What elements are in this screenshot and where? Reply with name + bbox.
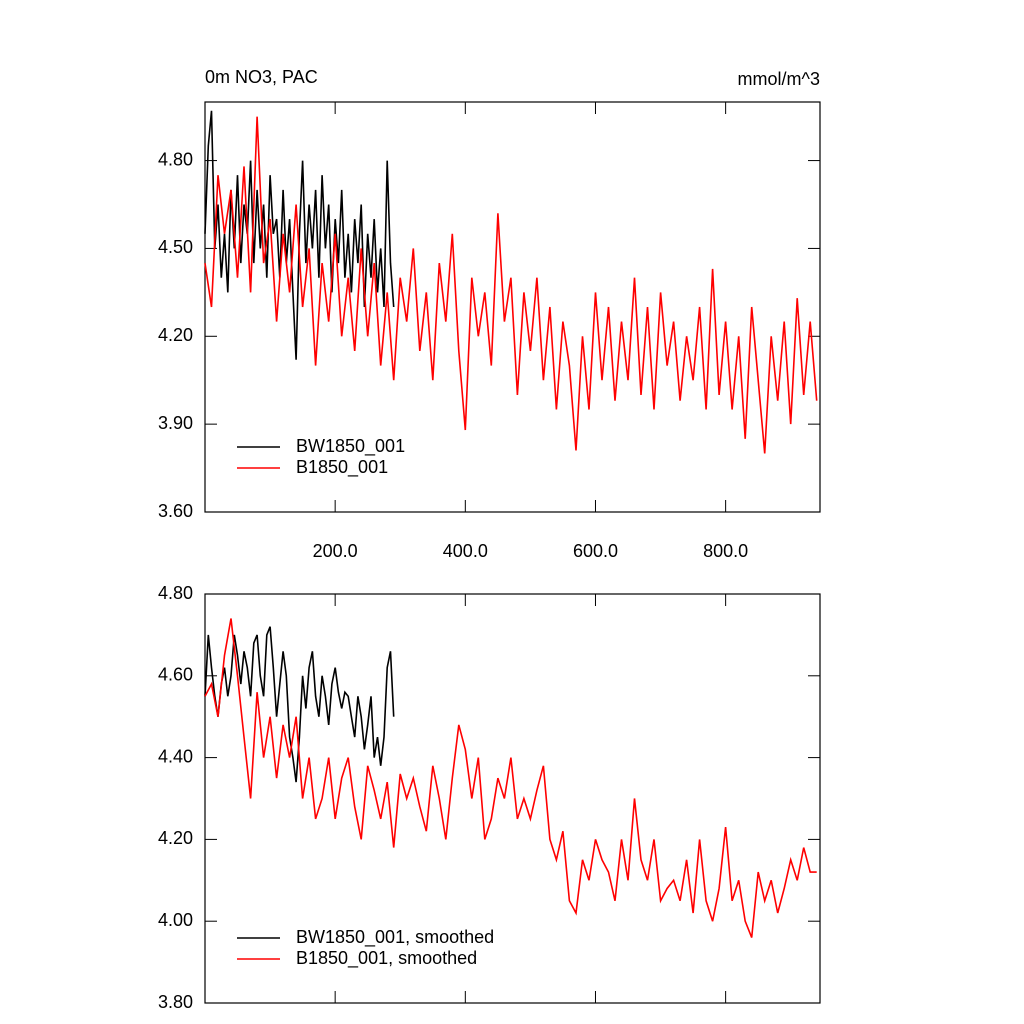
legend-label: BW1850_001, smoothed bbox=[296, 927, 494, 948]
y-tick-label: 4.40 bbox=[158, 746, 193, 766]
legend-label: BW1850_001 bbox=[296, 436, 405, 457]
x-tick-label: 400.0 bbox=[443, 541, 488, 561]
y-tick-label: 4.80 bbox=[158, 149, 193, 169]
plot-frame bbox=[204, 101, 821, 513]
legend-label: B1850_001, smoothed bbox=[296, 948, 477, 969]
y-tick-label: 4.60 bbox=[158, 665, 193, 685]
x-tick-label: 800.0 bbox=[703, 541, 748, 561]
y-tick-label: 3.90 bbox=[158, 413, 193, 433]
y-tick-label: 4.00 bbox=[158, 910, 193, 930]
legend-label: B1850_001 bbox=[296, 457, 388, 478]
y-tick-label: 4.20 bbox=[158, 828, 193, 848]
units-label: mmol/m^3 bbox=[738, 69, 820, 89]
y-tick-label: 4.50 bbox=[158, 237, 193, 257]
series-line bbox=[204, 110, 395, 360]
y-tick-label: 4.20 bbox=[158, 325, 193, 345]
series-line bbox=[204, 618, 817, 938]
x-tick-label: 600.0 bbox=[573, 541, 618, 561]
plot-frame bbox=[204, 593, 821, 1004]
series-line bbox=[204, 116, 818, 454]
y-tick-label: 3.60 bbox=[158, 501, 193, 521]
x-tick-label: 200.0 bbox=[313, 541, 358, 561]
chart-title: 0m NO3, PAC bbox=[205, 67, 318, 87]
y-tick-label: 4.80 bbox=[158, 583, 193, 603]
series-line bbox=[204, 626, 395, 783]
y-tick-label: 3.80 bbox=[158, 992, 193, 1012]
